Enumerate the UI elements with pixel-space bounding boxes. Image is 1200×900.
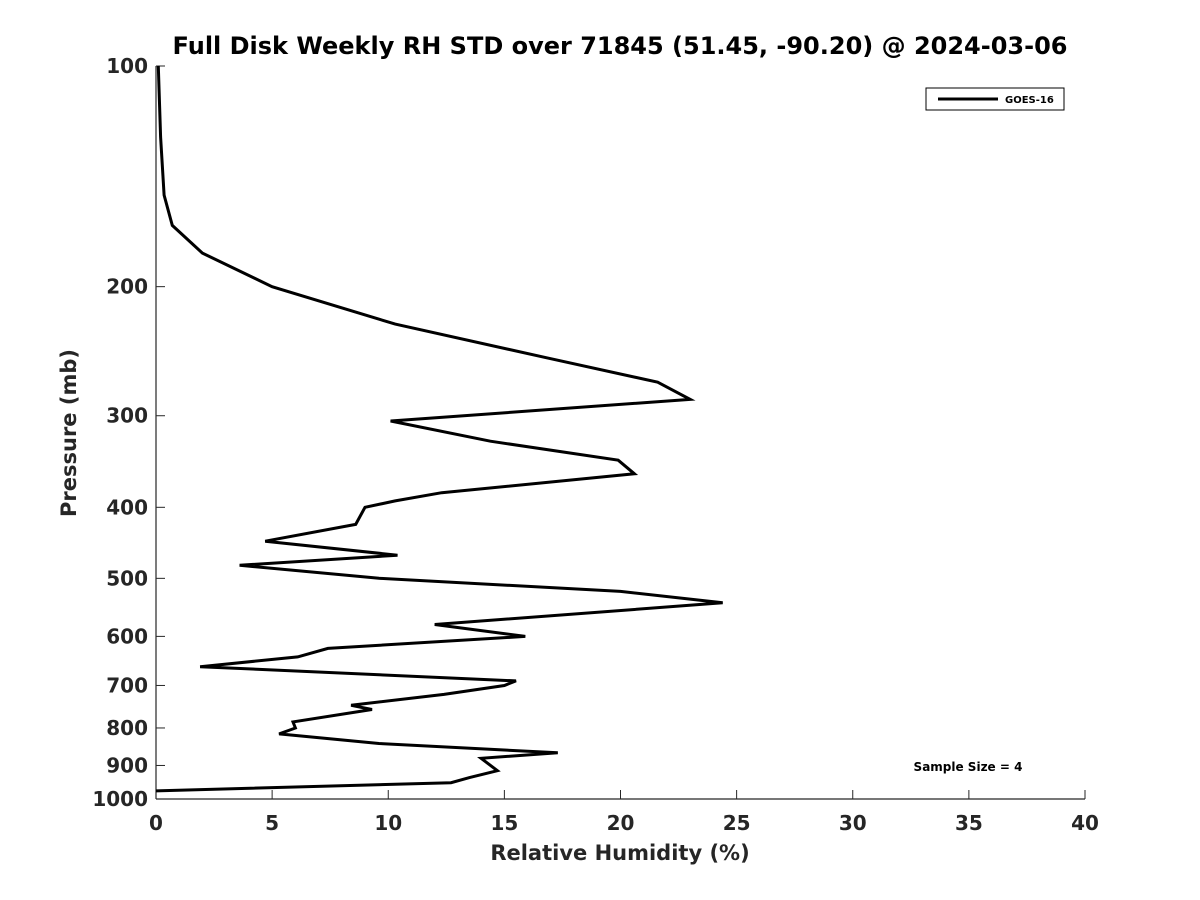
y-tick-label: 200 [106, 275, 148, 299]
y-tick-label: 1000 [92, 787, 148, 811]
y-tick-label: 400 [106, 495, 148, 519]
y-tick-label: 900 [106, 753, 148, 777]
x-ticks: 0 5 10 15 20 25 30 35 40 [149, 790, 1099, 835]
x-tick-label: 25 [723, 811, 751, 835]
y-tick-label: 700 [106, 673, 148, 697]
y-tick-label: 600 [106, 624, 148, 648]
y-tick-label: 500 [106, 566, 148, 590]
x-tick-label: 40 [1071, 811, 1099, 835]
y-tick-label: 300 [106, 404, 148, 428]
axes [155, 66, 1085, 800]
series-line-goes-16 [155, 65, 723, 793]
legend-label-goes-16: GOES-16 [1005, 95, 1054, 106]
x-tick-label: 15 [490, 811, 518, 835]
y-axis-label: Pressure (mb) [57, 349, 81, 517]
y-tick-label: 800 [106, 716, 148, 740]
x-tick-label: 0 [149, 811, 163, 835]
chart-title: Full Disk Weekly RH STD over 71845 (51.4… [173, 32, 1068, 60]
sample-size-annotation: Sample Size = 4 [914, 760, 1023, 774]
y-ticks: 100 200 300 400 500 600 700 800 900 1000 [92, 54, 165, 811]
series-group [155, 65, 723, 793]
x-tick-label: 35 [955, 811, 983, 835]
y-tick-label: 100 [106, 54, 148, 78]
x-tick-label: 10 [374, 811, 402, 835]
legend: GOES-16 [925, 87, 1065, 111]
x-axis-label: Relative Humidity (%) [490, 841, 749, 865]
x-tick-label: 30 [839, 811, 867, 835]
x-tick-label: 20 [607, 811, 635, 835]
x-tick-label: 5 [265, 811, 279, 835]
